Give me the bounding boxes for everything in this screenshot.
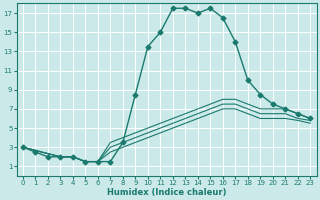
X-axis label: Humidex (Indice chaleur): Humidex (Indice chaleur)	[107, 188, 226, 197]
